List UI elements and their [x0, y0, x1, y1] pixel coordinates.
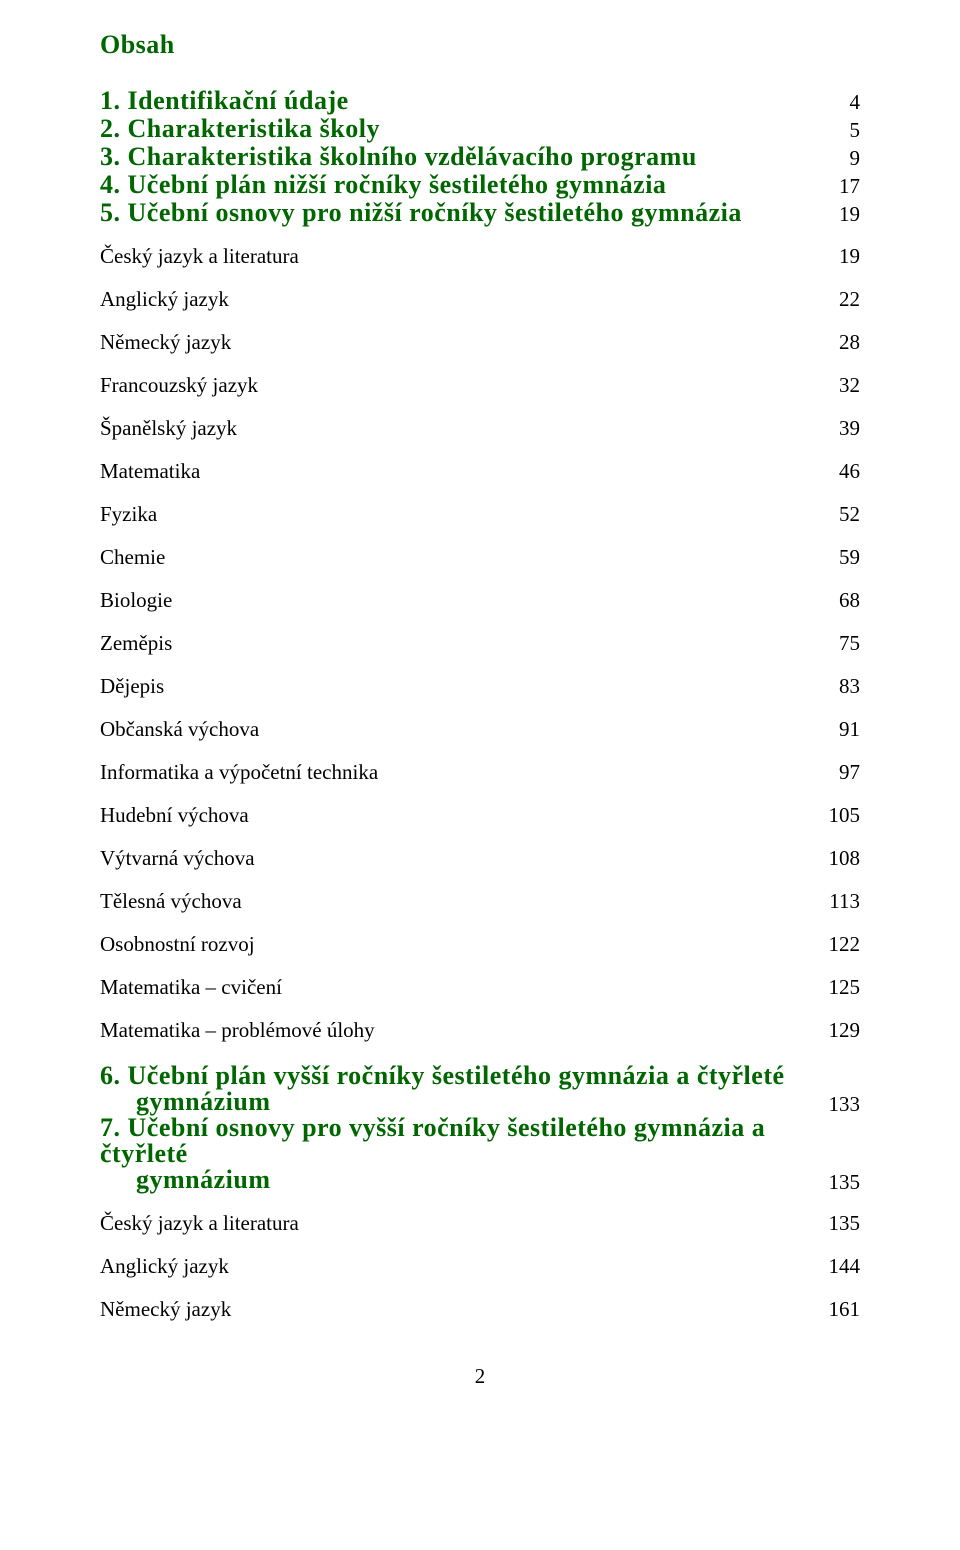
toc-subject-label: Český jazyk a literatura [100, 246, 839, 267]
toc-subject-page: 39 [839, 418, 860, 439]
toc-subject-row: Anglický jazyk22 [100, 289, 860, 310]
toc-section-page: 133 [829, 1094, 861, 1115]
toc-subject-page: 22 [839, 289, 860, 310]
toc-subject-row: Osobnostní rozvoj122 [100, 934, 860, 955]
toc-subject-row: Německý jazyk28 [100, 332, 860, 353]
toc-subject-label: Výtvarná výchova [100, 848, 829, 869]
toc-subject-label: Matematika – cvičení [100, 977, 829, 998]
toc-subject-page: 59 [839, 547, 860, 568]
toc-section-row: 3. Charakteristika školního vzdělávacího… [100, 144, 860, 170]
toc-subject-row: Anglický jazyk144 [100, 1256, 860, 1277]
toc-subject-row: Hudební výchova105 [100, 805, 860, 826]
toc-section-label-line2: gymnázium [100, 1089, 805, 1115]
toc-subject-row: Matematika46 [100, 461, 860, 482]
toc-subject-label: Chemie [100, 547, 839, 568]
toc-subject-page: 75 [839, 633, 860, 654]
toc-subject-row: Biologie68 [100, 590, 860, 611]
toc-subject-row: Chemie59 [100, 547, 860, 568]
toc-section-label-line2: gymnázium [100, 1167, 805, 1193]
toc-subject-row: Český jazyk a literatura135 [100, 1213, 860, 1234]
toc-subject-page: 32 [839, 375, 860, 396]
toc-subject-label: Matematika – problémové úlohy [100, 1020, 829, 1041]
toc-subject-label: Zeměpis [100, 633, 839, 654]
toc-subject-row: Španělský jazyk39 [100, 418, 860, 439]
toc-subject-page: 113 [829, 891, 860, 912]
toc-subject-row: Český jazyk a literatura19 [100, 246, 860, 267]
toc-subject-label: Dějepis [100, 676, 839, 697]
toc-subject-page: 28 [839, 332, 860, 353]
toc-subject-row: Matematika – problémové úlohy129 [100, 1020, 860, 1041]
toc-section-page: 5 [850, 120, 861, 141]
toc-title: Obsah [100, 30, 175, 59]
toc-section-label-line1: 7. Učební osnovy pro vyšší ročníky šesti… [100, 1113, 765, 1168]
toc-subject-label: Občanská výchova [100, 719, 839, 740]
toc-section-label-line1: 6. Učební plán vyšší ročníky šestiletého… [100, 1061, 785, 1090]
toc-section-label: 1. Identifikační údaje [100, 88, 850, 114]
toc-section-label: 6. Učební plán vyšší ročníky šestiletého… [100, 1063, 829, 1115]
toc-subject-page: 19 [839, 246, 860, 267]
toc-section-label: 4. Učební plán nižší ročníky šestiletého… [100, 172, 839, 198]
toc-subject-row: Německý jazyk161 [100, 1299, 860, 1320]
toc-section-label: 7. Učební osnovy pro vyšší ročníky šesti… [100, 1115, 829, 1193]
toc-section-row: 2. Charakteristika školy5 [100, 116, 860, 142]
toc-subject-page: 97 [839, 762, 860, 783]
toc-subject-page: 46 [839, 461, 860, 482]
toc-subject-label: Španělský jazyk [100, 418, 839, 439]
toc-subject-page: 135 [829, 1213, 861, 1234]
toc-subject-label: Francouzský jazyk [100, 375, 839, 396]
toc-section-label: 3. Charakteristika školního vzdělávacího… [100, 144, 850, 170]
toc-section-row: 1. Identifikační údaje4 [100, 88, 860, 114]
toc-subject-page: 122 [829, 934, 861, 955]
toc-subject-row: Fyzika52 [100, 504, 860, 525]
toc-subject-label: Tělesná výchova [100, 891, 829, 912]
toc-subjects-bottom: Český jazyk a literatura135 Anglický jazy… [100, 1213, 860, 1320]
toc-subject-label: Hudební výchova [100, 805, 829, 826]
toc-subject-page: 125 [829, 977, 861, 998]
toc-subject-label: Anglický jazyk [100, 1256, 829, 1277]
toc-subject-label: Německý jazyk [100, 1299, 829, 1320]
toc-subject-row: Tělesná výchova113 [100, 891, 860, 912]
toc-subject-row: Francouzský jazyk32 [100, 375, 860, 396]
toc-section-row: 7. Učební osnovy pro vyšší ročníky šesti… [100, 1115, 860, 1193]
toc-subject-label: Český jazyk a literatura [100, 1213, 829, 1234]
toc-subject-page: 105 [829, 805, 861, 826]
toc-section-page: 135 [829, 1172, 861, 1193]
toc-subject-label: Anglický jazyk [100, 289, 839, 310]
toc-sections-bottom: 6. Učební plán vyšší ročníky šestiletého… [100, 1063, 860, 1193]
toc-subject-page: 83 [839, 676, 860, 697]
toc-subject-label: Německý jazyk [100, 332, 839, 353]
toc-section-row: 5. Učební osnovy pro nižší ročníky šesti… [100, 200, 860, 226]
toc-subject-label: Fyzika [100, 504, 839, 525]
toc-subject-page: 52 [839, 504, 860, 525]
toc-subject-row: Dějepis83 [100, 676, 860, 697]
toc-subjects: Český jazyk a literatura19 Anglický jazyk… [100, 246, 860, 1041]
toc-subject-row: Občanská výchova91 [100, 719, 860, 740]
toc-subject-row: Zeměpis75 [100, 633, 860, 654]
toc-subject-page: 161 [829, 1299, 861, 1320]
page-number: 2 [100, 1364, 860, 1389]
toc-subject-label: Informatika a výpočetní technika [100, 762, 839, 783]
toc-section-row: 4. Učební plán nižší ročníky šestiletého… [100, 172, 860, 198]
toc-section-page: 17 [839, 176, 860, 197]
toc-section-row: 6. Učební plán vyšší ročníky šestiletého… [100, 1063, 860, 1115]
toc-subject-label: Biologie [100, 590, 839, 611]
toc-subject-page: 144 [829, 1256, 861, 1277]
toc-subject-page: 108 [829, 848, 861, 869]
toc-subject-row: Informatika a výpočetní technika97 [100, 762, 860, 783]
toc-subject-page: 91 [839, 719, 860, 740]
toc-section-page: 9 [850, 148, 861, 169]
toc-subject-row: Výtvarná výchova108 [100, 848, 860, 869]
toc-subject-label: Osobnostní rozvoj [100, 934, 829, 955]
toc-section-page: 19 [839, 204, 860, 225]
toc-sections-top: 1. Identifikační údaje42. Charakteristik… [100, 88, 860, 226]
toc-subject-page: 68 [839, 590, 860, 611]
toc-subject-row: Matematika – cvičení125 [100, 977, 860, 998]
toc-subject-page: 129 [829, 1020, 861, 1041]
toc-section-label: 2. Charakteristika školy [100, 116, 850, 142]
toc-section-label: 5. Učební osnovy pro nižší ročníky šesti… [100, 200, 839, 226]
toc-subject-label: Matematika [100, 461, 839, 482]
toc-section-page: 4 [850, 92, 861, 113]
